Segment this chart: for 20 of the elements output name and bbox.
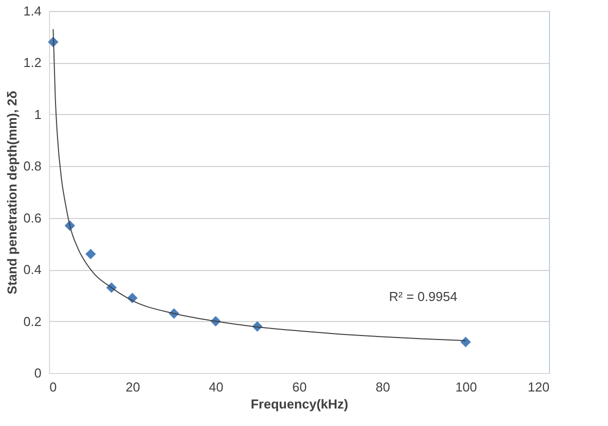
y-tick-label: 0 [34, 366, 42, 380]
y-tick-label: 0.6 [23, 210, 42, 226]
x-tick-label: 100 [455, 380, 478, 394]
y-tick-label: 0.2 [23, 314, 42, 329]
x-tick-label: 120 [528, 380, 550, 394]
x-tick-label: 60 [292, 380, 307, 394]
x-tick-label: 80 [376, 380, 390, 394]
point [460, 336, 471, 348]
y-axis-title: Stand penetration depth(mm), 2δ [4, 90, 20, 294]
x-tick-label: 20 [126, 380, 140, 394]
point [85, 248, 96, 260]
y-tick-label: 1 [34, 106, 42, 122]
y-tick-label: 0.4 [23, 262, 42, 278]
x-tick-label: 0 [50, 380, 57, 394]
x-axis-title: Frequency(kHz) [250, 396, 348, 412]
y-tick-label: 1.2 [23, 55, 42, 70]
annotation: R² = 0.9954 [389, 288, 458, 304]
y-tick-label: 1.4 [23, 4, 42, 18]
x-tick-label: 40 [208, 380, 224, 394]
y-tick-label: 0.8 [23, 158, 42, 174]
